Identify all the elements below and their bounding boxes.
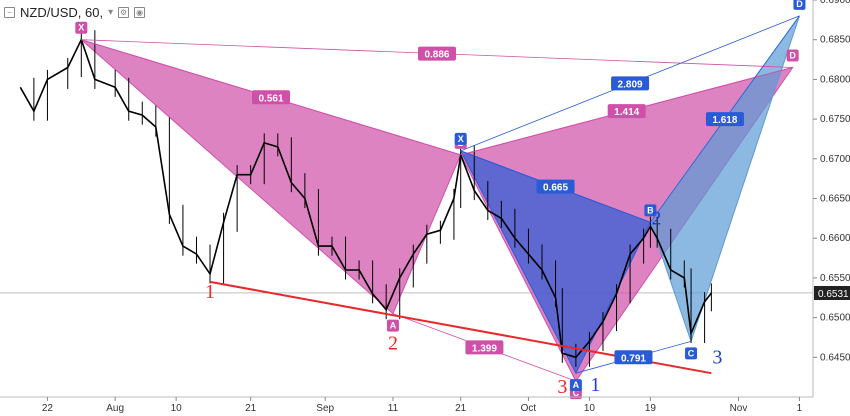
wave-blue-label: 3 — [712, 346, 722, 368]
time-tick-label: 21 — [245, 403, 257, 414]
price-tick-label: 0.6500 — [820, 313, 850, 324]
pink-point-label: A — [390, 321, 397, 331]
eye-icon[interactable]: ◉ — [134, 7, 146, 18]
blue-ratio-label: 0.665 — [543, 183, 568, 194]
wave-red-label: 2 — [388, 332, 398, 354]
blue-point-box — [685, 347, 698, 360]
pink-ratio-label: 1.399 — [472, 343, 497, 354]
pink-xab-triangle — [80, 39, 462, 315]
time-tick-label: Aug — [106, 403, 124, 414]
time-tick-label: 21 — [455, 403, 467, 414]
time-tick-label: 10 — [584, 403, 596, 414]
pink-point-box — [75, 21, 88, 34]
time-tick-label: Sep — [316, 403, 334, 414]
blue-ratio-label: 0.791 — [621, 353, 646, 364]
pink-point-box — [386, 319, 399, 332]
blue-point-label: B — [647, 205, 654, 215]
harmonic-fills — [80, 15, 800, 383]
time-tick-label: 19 — [645, 403, 657, 414]
pink-ratio-label: 1.414 — [614, 107, 639, 118]
current-price-label: 0.6531 — [818, 289, 849, 300]
wave-blue-label: 1 — [590, 374, 600, 396]
price-series — [19, 30, 713, 367]
symbol-header: − NZD/USD, 60, ▾ ⚙ ◉ — [4, 5, 146, 20]
symbol-title[interactable]: NZD/USD, 60, — [20, 5, 104, 20]
blue-ratio-box — [611, 76, 650, 91]
time-tick-label: 11 — [388, 403, 399, 414]
blue-point-label: D — [796, 0, 803, 9]
time-tick-label: Oct — [521, 403, 537, 414]
blue-point-box — [644, 204, 657, 217]
price-tick-label: 0.6800 — [820, 74, 850, 85]
current-price-badge — [814, 285, 850, 300]
pattern-labels: 0.561 1.399 1.414 0.886 X A B C D 0.665 0.791 1.618… — [75, 0, 806, 400]
price-tick-label: 0.6550 — [820, 273, 850, 284]
time-tick-label: 10 — [171, 403, 183, 414]
chevron-down-icon[interactable]: ▾ — [108, 7, 114, 18]
pink-ratio-label: 0.561 — [258, 93, 283, 104]
price-tick-label: 0.6650 — [820, 194, 850, 205]
blue-ratio-box — [614, 350, 653, 365]
blue-ratio-box — [705, 112, 744, 127]
pink-ratio-label: 0.886 — [424, 50, 449, 61]
blue-point-label: A — [573, 380, 580, 390]
pink-ratio-box — [252, 90, 290, 105]
price-tick-label: 0.6700 — [820, 154, 850, 165]
price-tick-label: 0.6900 — [820, 0, 850, 6]
pink-ratio-box — [417, 46, 456, 61]
time-tick-label: Nov — [730, 403, 748, 414]
settings-icon[interactable]: ⚙ — [118, 7, 130, 18]
pink-point-label: D — [789, 50, 796, 60]
price-line — [19, 37, 713, 359]
blue-point-box — [793, 0, 806, 10]
price-tick-label: 0.6600 — [820, 233, 850, 244]
blue-ratio-label: 1.618 — [712, 115, 737, 126]
blue-ratio-box — [536, 179, 575, 194]
wave-blue-label: 2 — [651, 207, 661, 229]
price-tick-label: 0.6850 — [820, 35, 850, 46]
collapse-icon[interactable]: − — [4, 7, 15, 18]
blue-ratio-label: 2.809 — [618, 79, 643, 90]
pink-ratio-box — [465, 340, 504, 355]
wave-red-label: 3 — [557, 376, 567, 398]
wave-red-label: 1 — [205, 281, 215, 303]
pink-ratio-box — [607, 104, 646, 119]
blue-point-box — [454, 132, 467, 145]
price-tick-label: 0.6450 — [820, 352, 850, 363]
blue-point-box — [569, 379, 582, 392]
blue-point-label: C — [688, 348, 695, 358]
time-tick-label: 1 — [797, 403, 803, 414]
pink-point-box — [786, 49, 799, 62]
time-tick-label: 22 — [42, 403, 54, 414]
pink-point-label: C — [573, 388, 580, 398]
pink-point-label: X — [78, 23, 84, 33]
blue-point-label: X — [458, 134, 464, 144]
price-tick-label: 0.6750 — [820, 114, 850, 125]
